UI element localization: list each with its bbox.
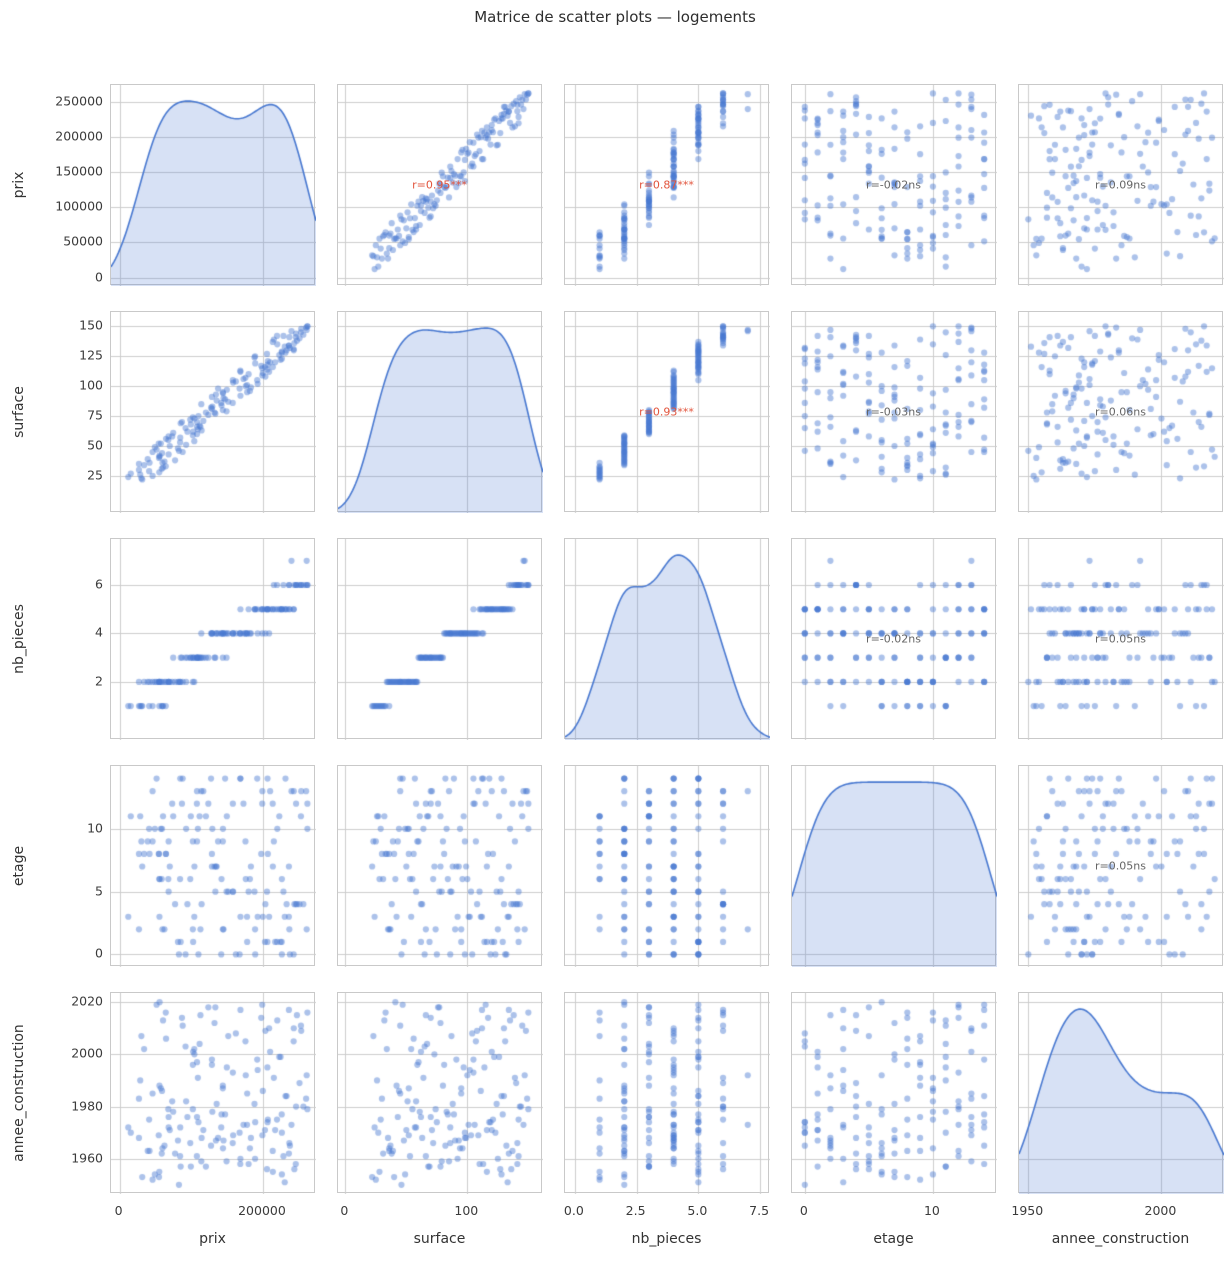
scatter-points [792,85,997,286]
y-tick-label: 25 [87,467,103,483]
scatter-panel-etage-vs-surface [337,765,543,967]
kde-curve [1019,993,1224,1194]
scatter-points [111,993,316,1194]
scatter-points [338,539,543,740]
scatter-panel-etage-vs-prix [110,765,316,967]
kde-curve [111,85,316,286]
scatter-panel-annee_construction-vs-nb_pieces [564,992,770,1194]
y-tick-label: 5 [95,883,103,899]
kde-curve [792,766,997,967]
scatter-points [565,993,770,1194]
scatter-panel-etage-vs-annee_construction [1018,765,1224,967]
y-axis-label-nb_pieces: nb_pieces [11,603,27,674]
y-tick-label: 250000 [55,93,103,109]
scatter-points [1019,539,1224,740]
scatter-points [111,539,316,740]
scatter-points [565,85,770,286]
y-axis-label-surface: surface [11,385,27,438]
scatter-points [338,85,543,286]
scatter-panel-surface-vs-etage [791,311,997,513]
scatter-panel-prix-vs-etage [791,84,997,286]
scatter-panel-surface-vs-prix [110,311,316,513]
y-tick-label: 6 [95,576,103,592]
scatter-points [1019,85,1224,286]
scatter-panel-prix-vs-surface [337,84,543,286]
y-tick-label: 125 [79,347,103,363]
x-tick-label: 0 [340,1203,349,1218]
scatter-panel-nb_pieces-vs-surface [337,538,543,740]
chart-title: Matrice de scatter plots — logements [474,8,756,26]
y-axis-label-annee_construction: annee_construction [11,1023,27,1162]
x-axis-label-prix: prix [199,1231,226,1247]
y-tick-label: 100000 [55,198,103,214]
kde-panel-annee_construction [1018,992,1224,1194]
y-tick-label: 150 [79,317,103,333]
kde-panel-etage [791,765,997,967]
y-tick-label: 4 [95,624,103,640]
scatter-points [111,766,316,967]
scatter-points [792,312,997,513]
scatter-points [338,993,543,1194]
scatter-panel-surface-vs-nb_pieces [564,311,770,513]
y-tick-label: 75 [87,407,103,423]
y-tick-label: 50 [87,437,103,453]
x-axis-label-nb_pieces: nb_pieces [631,1231,702,1247]
x-tick-label: 100 [454,1203,479,1218]
scatter-points [792,539,997,740]
kde-panel-surface [337,311,543,513]
x-tick-label: 2000 [1144,1203,1177,1218]
y-tick-label: 0 [95,945,103,961]
y-tick-label: 2000 [71,1045,103,1061]
x-axis-label-etage: etage [873,1231,914,1247]
kde-panel-nb_pieces [564,538,770,740]
x-tick-label: 0 [114,1203,123,1218]
scatter-panel-nb_pieces-vs-etage [791,538,997,740]
y-tick-label: 100 [79,377,103,393]
scatter-panel-nb_pieces-vs-annee_construction [1018,538,1224,740]
scatter-points [111,312,316,513]
x-tick-label: 200000 [238,1203,286,1218]
x-tick-label: 10 [923,1203,940,1218]
x-axis-label-surface: surface [413,1231,466,1247]
y-tick-label: 200000 [55,128,103,144]
scatter-points [565,766,770,967]
x-axis-label-annee_construction: annee_construction [1051,1231,1190,1247]
y-tick-label: 1960 [71,1150,103,1166]
kde-panel-prix [110,84,316,286]
y-tick-label: 150000 [55,163,103,179]
scatter-panel-nb_pieces-vs-prix [110,538,316,740]
scatter-panel-etage-vs-nb_pieces [564,765,770,967]
scatter-points [1019,312,1224,513]
kde-curve [565,539,770,740]
kde-curve [338,312,543,513]
y-tick-label: 2 [95,673,103,689]
scatter-panel-annee_construction-vs-surface [337,992,543,1194]
x-tick-label: 2.5 [625,1203,646,1218]
x-tick-label: 0.0 [563,1203,584,1218]
scatter-points [565,312,770,513]
y-axis-label-etage: etage [11,845,27,886]
y-tick-label: 0 [95,269,103,285]
scatter-panel-prix-vs-nb_pieces [564,84,770,286]
y-tick-label: 10 [87,820,103,836]
scatter-panel-surface-vs-annee_construction [1018,311,1224,513]
scatter-panel-annee_construction-vs-prix [110,992,316,1194]
scatter-panel-annee_construction-vs-etage [791,992,997,1194]
y-axis-label-prix: prix [11,171,27,198]
scatter-points [1019,766,1224,967]
y-tick-label: 2020 [71,993,103,1009]
scatter-panel-prix-vs-annee_construction [1018,84,1224,286]
x-tick-label: 5.0 [687,1203,708,1218]
scatter-points [338,766,543,967]
x-tick-label: 1950 [1011,1203,1044,1218]
y-tick-label: 50000 [63,233,103,249]
scatter-points [792,993,997,1194]
x-tick-label: 7.5 [749,1203,770,1218]
x-tick-label: 0 [799,1203,808,1218]
y-tick-label: 1980 [71,1098,103,1114]
